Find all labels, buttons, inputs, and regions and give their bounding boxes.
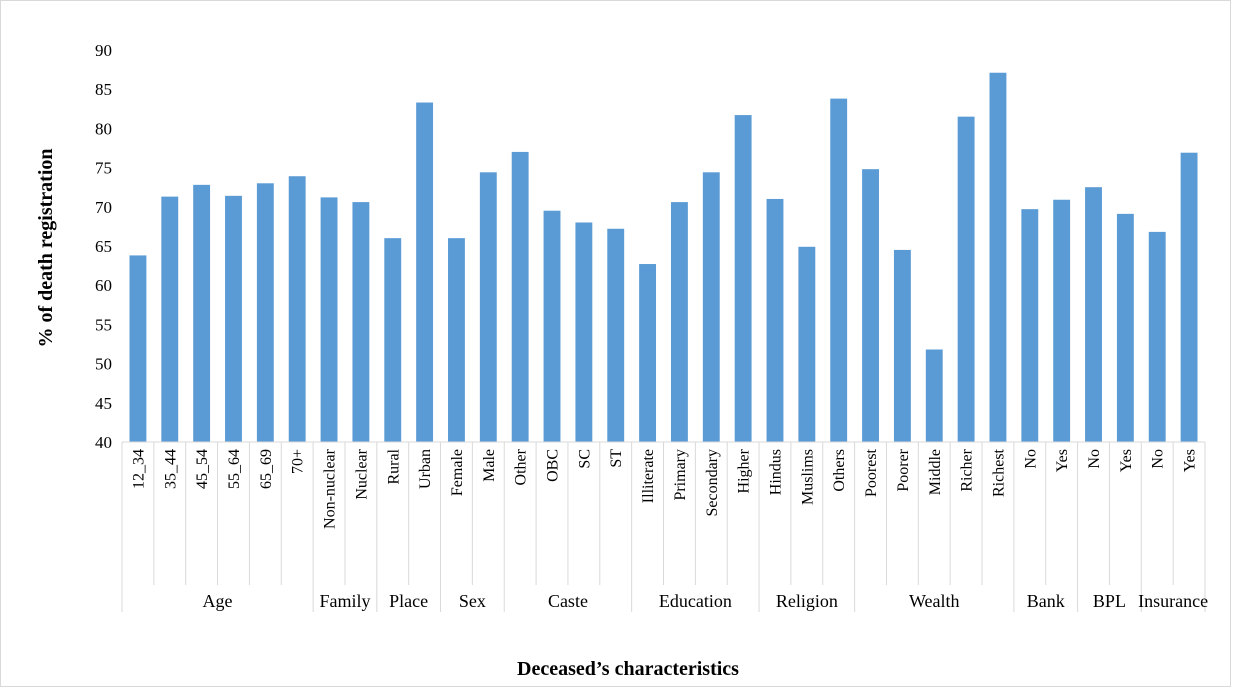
group-label: Religion (776, 591, 838, 611)
category-label: No (1150, 449, 1167, 469)
category-label: Richer (959, 448, 976, 491)
category-label: Poorest (863, 448, 880, 497)
group-label: Family (319, 591, 370, 611)
category-label: Rural (385, 448, 402, 484)
bar (670, 202, 688, 442)
category-label: Higher (736, 448, 753, 493)
y-axis-ticks: 40 45 50 55 60 65 70 75 80 85 90 (95, 41, 112, 452)
bar (575, 222, 593, 442)
y-tick-label: 55 (95, 315, 112, 334)
category-label: 55_64 (226, 449, 243, 489)
y-tick-label: 40 (95, 433, 112, 452)
group-label: BPL (1093, 591, 1126, 611)
y-tick-label: 75 (95, 159, 112, 178)
bar (256, 183, 274, 442)
category-label: No (1022, 449, 1039, 469)
bar (766, 198, 784, 442)
y-tick-label: 80 (95, 119, 112, 138)
bar (320, 197, 338, 442)
bar (193, 184, 211, 442)
bar (957, 116, 975, 442)
group-label: Caste (548, 591, 588, 611)
group-label: Sex (459, 591, 486, 611)
bar (288, 176, 306, 442)
bar (479, 172, 497, 442)
group-label: Insurance (1138, 591, 1208, 611)
category-label: Secondary (704, 449, 721, 517)
bar (1116, 213, 1134, 442)
y-tick-label: 70 (95, 198, 112, 217)
bar (511, 151, 529, 443)
bar (1180, 152, 1198, 443)
group-label: Place (389, 591, 428, 611)
bar (830, 98, 848, 442)
category-label: Middle (927, 449, 944, 495)
category-label: Male (481, 449, 498, 482)
category-label: Nuclear (353, 448, 370, 499)
bar (352, 202, 370, 442)
y-tick-label: 60 (95, 276, 112, 295)
category-label: ST (608, 449, 625, 468)
bar (989, 72, 1007, 443)
bar (862, 169, 879, 442)
bar (1085, 187, 1102, 442)
bar (1148, 231, 1166, 442)
bars (129, 72, 1198, 443)
category-label: Primary (672, 449, 689, 501)
bar (1053, 199, 1071, 442)
bar (225, 195, 242, 442)
category-label: Illiterate (640, 449, 657, 503)
category-label: Non-nuclear (322, 448, 339, 529)
y-tick-label: 65 (95, 237, 112, 256)
category-label: Muslims (799, 449, 816, 505)
category-label: 70+ (290, 449, 307, 474)
category-label: Female (449, 449, 466, 496)
y-axis-title: % of death registration (35, 148, 57, 347)
bar (893, 249, 911, 442)
bar (798, 246, 816, 442)
y-tick-label: 90 (95, 41, 112, 60)
group-label: Education (659, 591, 732, 611)
category-label: Yes (1054, 449, 1071, 472)
bar (129, 255, 147, 442)
bar (639, 264, 657, 442)
y-tick-label: 45 (95, 394, 112, 413)
category-label: Yes (1118, 449, 1135, 472)
bar (607, 228, 625, 442)
bar (384, 238, 402, 442)
category-label: SC (576, 449, 593, 469)
bar (416, 102, 434, 442)
category-label: No (1086, 449, 1103, 469)
category-label: Hindus (767, 449, 784, 495)
x-axis: 12_34 35_44 45_54 55_64 65_69 70+ Age Non-nucle… (121, 441, 1208, 612)
category-label: Others (831, 449, 848, 492)
bar (925, 349, 943, 442)
y-tick-label: 85 (95, 80, 112, 99)
bar (702, 172, 720, 442)
category-label: 65_69 (258, 449, 275, 489)
category-label: 45_54 (194, 449, 211, 489)
bar (543, 210, 561, 442)
group-label: Wealth (909, 591, 960, 611)
category-label: 35_44 (162, 449, 179, 489)
category-label: Urban (417, 449, 434, 489)
category-label: Richest (990, 448, 1007, 497)
bar (734, 115, 752, 443)
group-label: Age (203, 591, 233, 611)
category-label: Other (513, 448, 530, 485)
bar (448, 238, 465, 442)
category-label: 12_34 (130, 449, 147, 489)
category-label: Yes (1182, 449, 1199, 472)
group-label: Bank (1027, 591, 1065, 611)
bar (1021, 209, 1039, 442)
y-tick-label: 50 (95, 355, 112, 374)
category-label: OBC (545, 449, 562, 482)
x-axis-title: Deceased’s characteristics (517, 658, 739, 680)
bar (161, 196, 179, 442)
category-label: Poorer (895, 448, 912, 491)
